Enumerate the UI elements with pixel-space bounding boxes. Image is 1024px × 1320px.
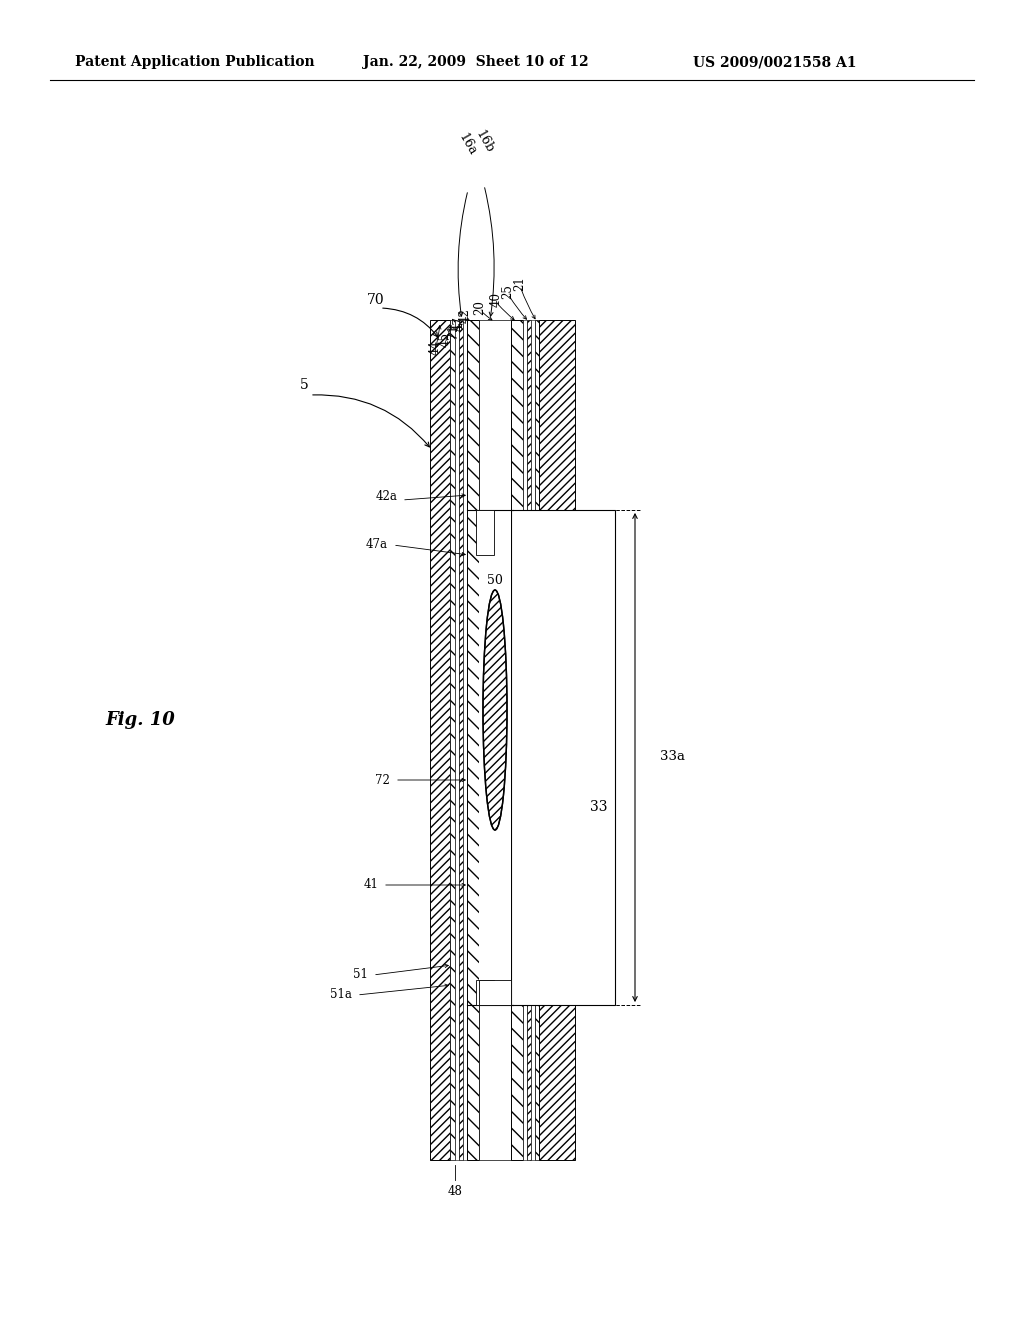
Text: 16a: 16a	[456, 131, 478, 158]
Bar	[476, 510, 494, 554]
Text: 71: 71	[447, 325, 461, 339]
Text: 21: 21	[513, 276, 526, 290]
Bar	[523, 319, 527, 1160]
Bar	[511, 319, 523, 1160]
Text: 20: 20	[473, 300, 486, 315]
Text: 33a: 33a	[660, 751, 685, 763]
Text: 41: 41	[364, 879, 378, 891]
Text: 44: 44	[428, 341, 441, 355]
Bar	[527, 319, 531, 1160]
Ellipse shape	[483, 590, 507, 830]
Text: 72: 72	[375, 774, 390, 787]
Text: 48: 48	[447, 1185, 463, 1199]
Text: 40: 40	[489, 292, 503, 308]
Bar	[459, 319, 463, 1160]
Text: 45: 45	[438, 333, 452, 347]
Bar	[463, 319, 467, 1160]
Bar	[476, 979, 494, 1005]
Bar	[479, 319, 511, 1160]
Text: 33: 33	[590, 800, 607, 814]
Text: 51a: 51a	[330, 989, 352, 1002]
Text: 16b: 16b	[472, 128, 496, 154]
Bar	[430, 319, 450, 1160]
Text: Jan. 22, 2009  Sheet 10 of 12: Jan. 22, 2009 Sheet 10 of 12	[362, 55, 589, 69]
Text: 42: 42	[459, 308, 471, 323]
Text: Patent Application Publication: Patent Application Publication	[75, 55, 314, 69]
Text: 51: 51	[353, 969, 368, 982]
Bar	[479, 510, 511, 1005]
Bar	[539, 319, 575, 1160]
Bar	[455, 319, 459, 1160]
Bar	[450, 319, 455, 1160]
Text: 42a: 42a	[375, 491, 397, 503]
Text: 5: 5	[300, 378, 309, 392]
Bar	[467, 319, 479, 1160]
Text: 50: 50	[487, 573, 503, 586]
Text: 47: 47	[453, 315, 466, 331]
Text: US 2009/0021558 A1: US 2009/0021558 A1	[693, 55, 856, 69]
Bar	[535, 319, 539, 1160]
Text: 47a: 47a	[366, 539, 388, 552]
Text: 70: 70	[367, 293, 385, 308]
Bar	[479, 979, 511, 1005]
Bar	[511, 510, 615, 1005]
Text: 25: 25	[502, 284, 514, 300]
Text: Fig. 10: Fig. 10	[105, 711, 175, 729]
Bar	[531, 319, 535, 1160]
